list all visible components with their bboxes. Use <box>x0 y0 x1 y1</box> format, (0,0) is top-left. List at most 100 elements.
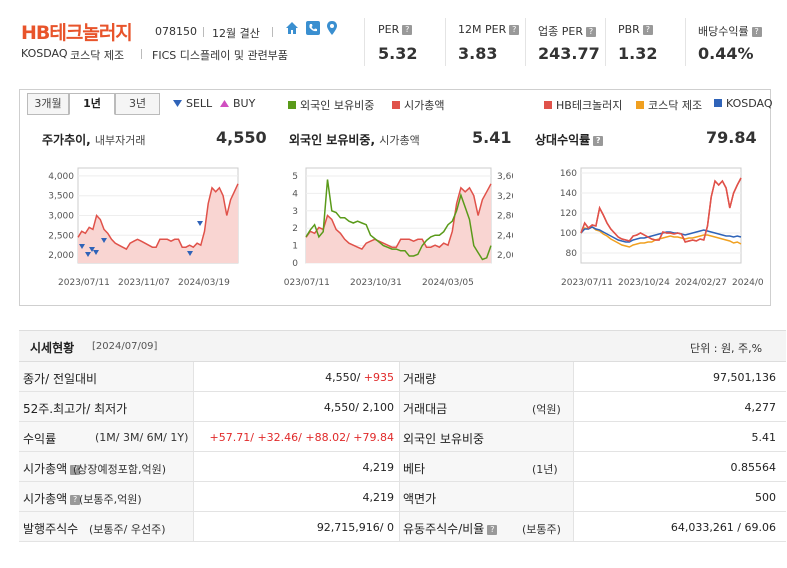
phone-icon[interactable] <box>305 20 321 39</box>
row-sublabel-right: (1년) <box>532 463 558 476</box>
metric-12m-per-label: 12M PER? <box>458 23 520 36</box>
sell-marker <box>187 251 193 256</box>
row-value-left: +57.71/ +32.46/ +88.02/ +79.84 <box>209 431 394 444</box>
row-label-left: 시가총액? <box>23 490 81 507</box>
y-tick-label: 140 <box>560 189 577 199</box>
row-value-left: 4,550/ 2,100 <box>323 401 394 414</box>
help-icon[interactable]: ? <box>642 25 653 35</box>
home-icon[interactable] <box>284 20 300 39</box>
location-pin-icon[interactable] <box>325 20 339 39</box>
y-tick-label: 160 <box>560 169 577 179</box>
row-label-left: 52주.최고가/ 최저가 <box>23 402 128 416</box>
row-label-left: 시가총액? <box>23 460 81 477</box>
row-value-right: 500 <box>755 491 776 504</box>
sell-marker <box>93 250 99 255</box>
tab-3y[interactable]: 3년 <box>115 93 160 115</box>
y-tick-label: 100 <box>560 229 577 239</box>
sell-marker <box>79 244 85 249</box>
legend-buy: BUY <box>220 97 255 110</box>
metric-12m-per-value: 3.83 <box>458 44 498 63</box>
fics-category: FICS 디스플레이 및 관련부품 <box>152 49 288 62</box>
x-tick-label: 2023/11/07 <box>118 278 170 288</box>
foreign-ratio-chart: 5 4 3 2 1 0 3,600 3,200 2,800 2,400 2,000 2023/07/1… <box>283 167 513 288</box>
row-sublabel-right: (억원) <box>532 403 561 416</box>
market-cap-line <box>305 183 492 251</box>
help-icon[interactable]: ? <box>70 495 81 505</box>
tab-3m[interactable]: 3개월 <box>27 93 69 115</box>
sell-marker <box>89 247 95 252</box>
chart-panel <box>19 89 771 306</box>
chart1-value: 4,550 <box>216 128 267 147</box>
y-tick-label: 3 <box>292 207 298 217</box>
sell-marker <box>197 221 203 226</box>
row-sublabel-right: (보통주) <box>522 523 561 536</box>
help-icon[interactable]: ? <box>593 136 604 146</box>
y-tick-label-right: 2,400 <box>497 231 513 241</box>
price-chart: 4,000 3,500 3,000 2,500 2,000 2023/07/11 2023/… <box>48 167 239 288</box>
chart2-value: 5.41 <box>472 128 512 147</box>
y-tick-label: 3,000 <box>48 212 74 222</box>
y-tick-label-right: 3,200 <box>497 192 513 202</box>
y-tick-label: 0 <box>292 259 298 269</box>
row-label-right: 유동주식수/비율? <box>403 520 498 537</box>
legend-kosdaq: KOSDAQ <box>714 97 773 110</box>
table-row: 수익률 (1M/ 3M/ 6M/ 1Y) +57.71/ +32.46/ +88… <box>19 422 786 452</box>
help-icon[interactable]: ? <box>402 25 413 35</box>
help-icon[interactable]: ? <box>70 465 81 475</box>
help-icon[interactable]: ? <box>585 27 596 37</box>
x-tick-label: 2023/07/11 <box>283 278 330 288</box>
legend-sector: 코스닥 제조 <box>636 97 702 113</box>
sell-marker <box>85 252 91 257</box>
x-tick-label: 2023/10/24 <box>618 278 670 288</box>
y-tick-label: 2,500 <box>48 231 74 241</box>
y-tick-label: 5 <box>292 172 298 182</box>
row-value-left: 92,715,916/ 0 <box>316 521 394 534</box>
table-row: 시가총액? (상장예정포함,억원) 4,219 베타 (1년) 0.85564 <box>19 452 786 482</box>
row-label-right: 액면가 <box>403 492 437 506</box>
y-tick-label: 3,500 <box>48 192 74 202</box>
help-icon[interactable]: ? <box>751 27 762 37</box>
row-label-right: 베타 <box>403 462 426 476</box>
settlement-month: 12월 결산 <box>212 27 260 40</box>
y-tick-label: 4,000 <box>48 172 74 182</box>
table-row: 52주.최고가/ 최저가 4,550/ 2,100 거래대금 (억원) 4,27… <box>19 392 786 422</box>
x-tick-label: 2023/07/11 <box>58 278 110 288</box>
metric-dividend-value: 0.44% <box>698 44 754 63</box>
table-row: 발행주식수 (보통주/ 우선주) 92,715,916/ 0 유동주식수/비율?… <box>19 512 786 542</box>
sell-marker <box>101 238 107 243</box>
table-header <box>19 330 786 362</box>
chart2-title: 외국인 보유비중, 시가총액 <box>289 133 420 147</box>
relative-return-chart: 160 140 120 100 80 2023/07/11 2023/10/24 2024/0… <box>560 167 763 288</box>
industry-name: 코스닥 제조 <box>70 49 125 62</box>
metric-sector-per-label: 업종 PER? <box>538 23 596 39</box>
chart3-value: 79.84 <box>706 128 757 147</box>
legend-sell: SELL <box>173 97 212 110</box>
row-value-left: 4,219 <box>362 491 395 504</box>
legend-market-cap: 시가총액 <box>392 97 444 113</box>
metric-per-label: PER? <box>378 23 413 36</box>
help-icon[interactable]: ? <box>509 25 520 35</box>
row-label-right: 거래량 <box>403 372 437 386</box>
x-tick-label: 2023/07/11 <box>561 278 613 288</box>
company-name: HB테크놀러지 <box>21 22 133 44</box>
series-line-1 <box>580 226 742 248</box>
y-tick-label: 2 <box>292 224 298 234</box>
help-icon[interactable]: ? <box>487 525 498 535</box>
metric-pbr-value: 1.32 <box>618 44 658 63</box>
metric-pbr-label: PBR? <box>618 23 653 36</box>
x-tick-label: 2024/07/02 <box>732 278 763 288</box>
row-label-left: 수익률 <box>23 432 57 446</box>
table-row: 종가/ 전일대비 4,550/ +935 거래량 97,501,136 <box>19 362 786 392</box>
plot-frame <box>580 167 742 264</box>
tab-1y[interactable]: 1년 <box>69 93 115 115</box>
chart3-title: 상대수익률? <box>535 131 604 148</box>
y-tick-label: 1 <box>292 242 298 252</box>
x-tick-label: 2023/10/31 <box>350 278 402 288</box>
x-tick-label: 2024/03/19 <box>178 278 230 288</box>
row-value-right: 97,501,136 <box>713 371 776 384</box>
x-tick-label: 2024/03/05 <box>422 278 474 288</box>
x-tick-label: 2024/02/27 <box>675 278 727 288</box>
row-sublabel-left: (보통주/ 우선주) <box>89 523 166 536</box>
y-tick-label-right: 2,000 <box>497 251 513 261</box>
row-label-left: 종가/ 전일대비 <box>23 372 98 386</box>
